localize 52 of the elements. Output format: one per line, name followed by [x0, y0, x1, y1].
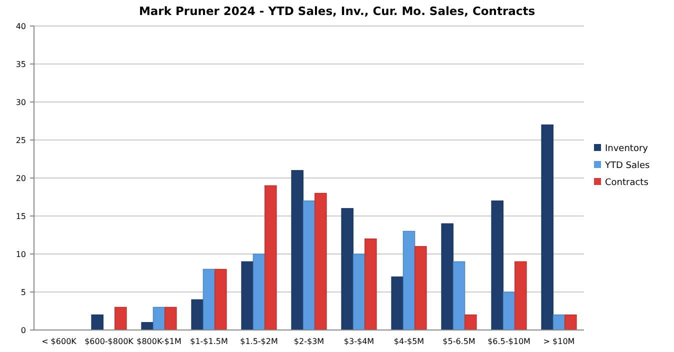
- bar: [114, 306, 127, 330]
- x-tick-label: $1-$1.5M: [190, 337, 228, 346]
- y-tick-label: 5: [20, 288, 26, 297]
- x-tick-label: $6.5-$10M: [488, 337, 531, 346]
- x-tick-label: $3-$4M: [344, 337, 374, 346]
- x-tick-label: < $600K: [42, 337, 78, 346]
- bar: [491, 200, 504, 330]
- bar: [502, 292, 516, 330]
- bar: [341, 208, 354, 330]
- bar: [152, 306, 166, 330]
- x-tick-label: $800K-$1M: [136, 337, 182, 346]
- y-tick-label: 40: [16, 22, 26, 31]
- x-tick-label: $5-6.5M: [442, 337, 476, 346]
- bar: [352, 254, 366, 330]
- bar: [364, 238, 377, 330]
- bar: [264, 185, 277, 330]
- bar: [414, 246, 427, 330]
- bar: [91, 314, 104, 330]
- y-tick-label: 35: [16, 60, 26, 69]
- bar: [191, 299, 204, 330]
- y-tick-label: 10: [16, 250, 26, 259]
- bar: [402, 230, 416, 330]
- bar: [252, 254, 266, 330]
- bar: [202, 268, 216, 330]
- bar: [541, 124, 554, 330]
- legend-label: YTD Sales: [604, 161, 650, 172]
- bar: [164, 306, 177, 330]
- bar: [291, 170, 304, 330]
- bar: [514, 261, 527, 330]
- bar: [464, 314, 477, 330]
- y-tick-label: 25: [16, 136, 26, 145]
- bar: [452, 261, 466, 330]
- x-tick-label: $4-$5M: [394, 337, 424, 346]
- bar: [391, 276, 404, 330]
- x-tick-label: $1.5-$2M: [240, 337, 278, 346]
- y-tick-label: 0: [20, 326, 26, 335]
- x-tick-label: $600-$800K: [84, 337, 134, 346]
- y-tick-label: 30: [16, 98, 26, 107]
- bar: [302, 200, 316, 330]
- bar: [441, 223, 454, 330]
- chart-title: Mark Pruner 2024 - YTD Sales, Inv., Cur. Mo. Sales, Contracts: [138, 4, 536, 18]
- y-tick-label: 15: [16, 212, 26, 221]
- bar: [241, 261, 254, 330]
- bar: [214, 268, 227, 330]
- x-tick-label: $2-$3M: [294, 337, 324, 346]
- bar: [564, 314, 577, 330]
- y-tick-label: 20: [16, 174, 26, 183]
- x-tick-label: > $10M: [543, 337, 575, 346]
- legend-label: Inventory: [605, 144, 649, 154]
- bar: [314, 192, 327, 330]
- bar: [141, 322, 154, 330]
- legend-label: Contracts: [605, 178, 649, 188]
